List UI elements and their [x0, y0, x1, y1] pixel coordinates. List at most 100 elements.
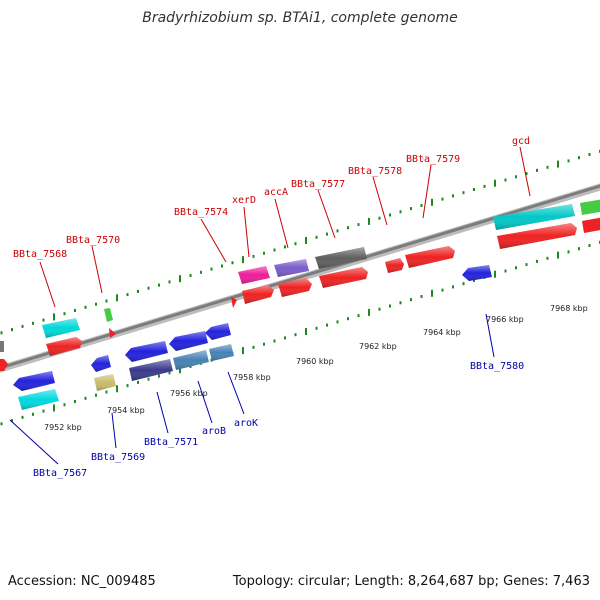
gene-arrow[interactable] [493, 204, 575, 230]
gene-label: xerD [232, 195, 256, 206]
minor-tick [536, 168, 538, 172]
label-connectors [9, 146, 531, 465]
minor-tick [63, 403, 66, 407]
minor-tick [294, 242, 297, 246]
minor-tick [284, 336, 286, 340]
minor-tick [378, 216, 381, 220]
minor-tick [284, 245, 286, 249]
minor-tick [347, 226, 349, 230]
scale-labels: 7952 kbp 7954 kbp 7956 kbp 7958 kbp 7960… [44, 304, 588, 432]
gene-arrow[interactable] [0, 341, 4, 352]
gene-arrow[interactable] [125, 341, 168, 362]
gene-arrow[interactable] [238, 266, 270, 284]
minor-tick [410, 207, 412, 211]
minor-tick [389, 213, 391, 217]
minor-tick [84, 396, 87, 400]
minor-tick [21, 415, 24, 419]
gene-arrow[interactable] [231, 297, 237, 308]
minor-tick [95, 302, 97, 306]
minor-tick [504, 178, 507, 182]
minor-tick [147, 377, 150, 381]
minor-tick [263, 251, 265, 255]
minor-tick [525, 172, 528, 176]
major-tick [53, 313, 55, 321]
minor-tick [105, 390, 108, 394]
minor-tick [567, 159, 570, 163]
major-tick [53, 404, 55, 412]
minor-tick [210, 267, 213, 271]
minor-tick [515, 175, 517, 179]
scale-label: 7966 kbp [486, 315, 524, 324]
minor-tick [326, 232, 328, 236]
gene-label: BBta_7580 [470, 361, 524, 372]
gene-arrow[interactable] [319, 267, 368, 288]
gene-arrow[interactable] [274, 259, 309, 277]
gene-arrow[interactable] [173, 350, 209, 370]
minor-tick [137, 289, 139, 293]
gene-label: BBta_7570 [66, 235, 120, 246]
minor-tick [420, 204, 423, 207]
minor-tick [441, 197, 444, 201]
scale-label: 7954 kbp [107, 406, 145, 415]
gene-arrow[interactable] [18, 389, 59, 410]
accession-text: Accession: NC_009485 [8, 574, 156, 589]
minor-tick [357, 314, 360, 318]
gene-arrow[interactable] [46, 337, 82, 356]
major-tick [431, 198, 433, 206]
gene-arrow[interactable] [42, 318, 80, 338]
minor-tick [473, 188, 475, 191]
minor-tick [126, 293, 129, 297]
gene-arrow[interactable] [278, 278, 312, 297]
gene-arrow[interactable] [582, 217, 600, 233]
gene-arrow[interactable] [209, 344, 234, 361]
gene-arrow[interactable] [13, 371, 55, 391]
genome-summary-text: Topology: circular; Length: 8,264,687 bp… [232, 574, 590, 589]
minor-tick [168, 371, 171, 375]
minor-tick [525, 263, 528, 267]
reverse-genes [13, 265, 492, 410]
minor-tick [273, 248, 276, 252]
major-tick [494, 179, 496, 187]
gene-arrow[interactable] [405, 246, 455, 268]
gene-label: accA [264, 187, 288, 198]
gene-arrow[interactable] [205, 323, 231, 340]
scale-label: 7952 kbp [44, 423, 82, 432]
minor-tick [315, 326, 318, 330]
minor-tick [84, 305, 87, 309]
minor-tick [567, 250, 570, 254]
gene-arrow[interactable] [385, 258, 404, 273]
minor-tick [578, 247, 580, 251]
minor-tick [74, 309, 76, 312]
major-tick [242, 256, 244, 264]
minor-tick [231, 261, 234, 265]
minor-tick [410, 298, 412, 302]
gene-arrow[interactable] [0, 359, 8, 371]
gene-arrow[interactable] [94, 374, 116, 391]
minor-tick [357, 223, 360, 227]
gene-arrow[interactable] [315, 247, 367, 269]
minor-tick [252, 345, 255, 349]
gene-arrow[interactable] [104, 308, 113, 322]
scale-label: 7960 kbp [296, 357, 334, 366]
gene-arrow[interactable] [497, 223, 577, 249]
scale-label: 7958 kbp [233, 373, 271, 382]
minor-tick [483, 184, 486, 188]
gene-arrow[interactable] [462, 265, 492, 281]
major-tick [305, 237, 307, 244]
gene-arrow[interactable] [109, 328, 116, 338]
minor-tick [578, 156, 580, 160]
minor-tick [315, 235, 318, 239]
minor-tick [158, 283, 160, 287]
minor-tick [42, 409, 45, 413]
minor-tick [473, 279, 475, 282]
gene-arrow[interactable] [242, 285, 274, 304]
major-tick [557, 160, 559, 168]
gene-arrow[interactable] [91, 355, 111, 372]
minor-tick [105, 299, 108, 303]
gene-arrow[interactable] [129, 359, 173, 381]
minor-tick [32, 321, 34, 325]
gene-arrow[interactable] [169, 331, 208, 351]
gene-arrow[interactable] [580, 199, 600, 215]
scale-label: 7968 kbp [550, 304, 588, 313]
minor-tick [504, 269, 507, 273]
